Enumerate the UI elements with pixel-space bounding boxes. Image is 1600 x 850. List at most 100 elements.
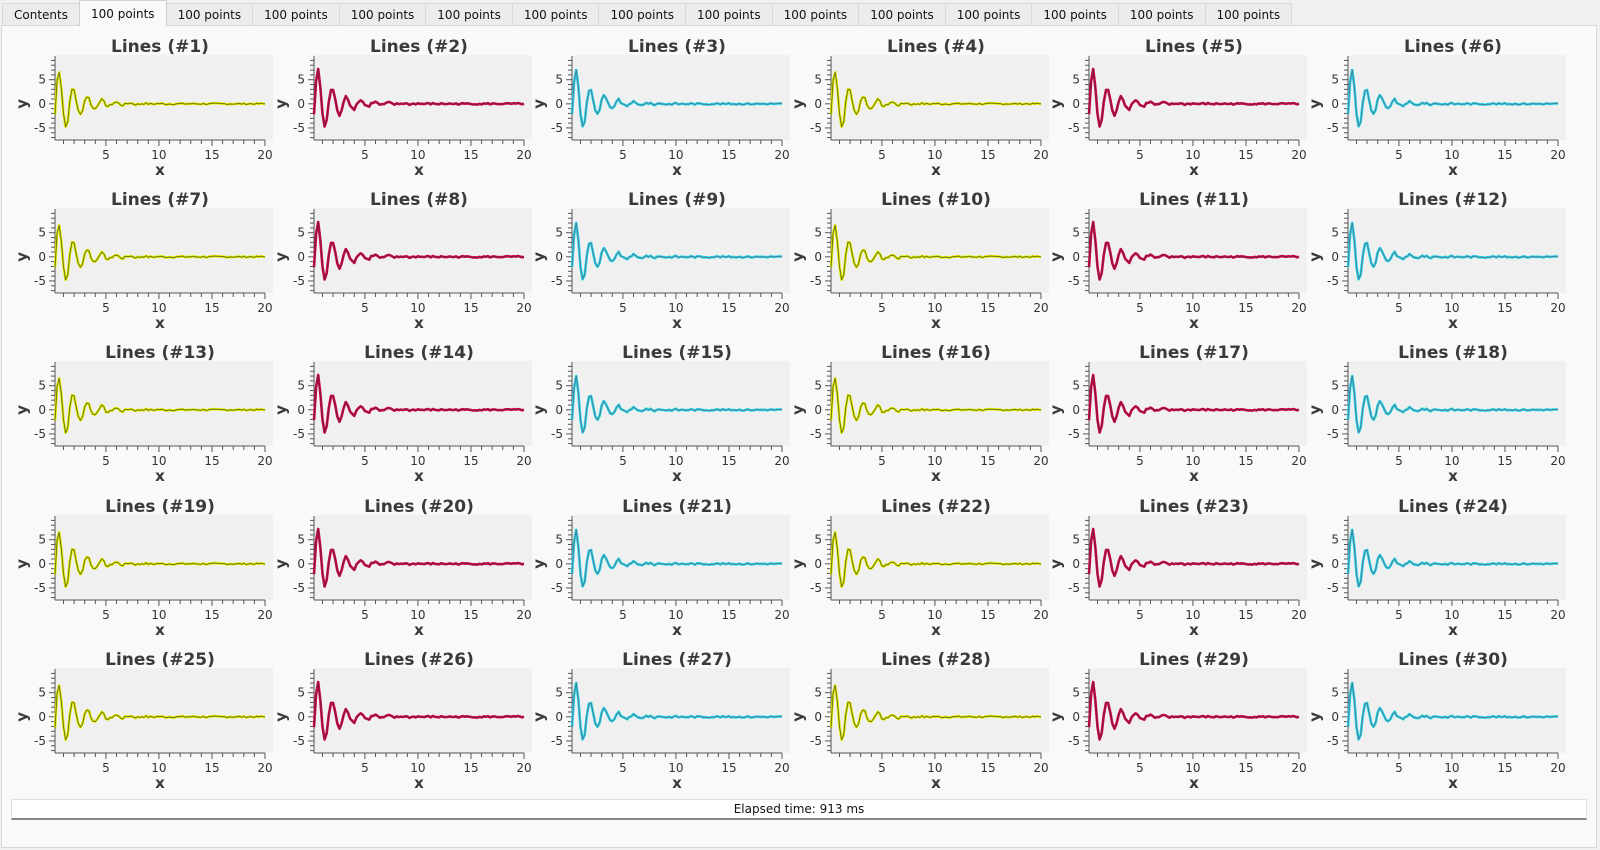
x-tick-label: 10 [410, 608, 425, 622]
chart-svg: Lines (#17) 5 0 -5 5 10 15 20 x y [1047, 343, 1307, 485]
y-axis-label: y [13, 405, 31, 415]
tab-100-points-11[interactable]: 100 points [944, 3, 1033, 26]
y-tick-label: 5 [297, 379, 305, 393]
x-axis-label: x [672, 621, 682, 639]
x-tick-label: 5 [878, 761, 886, 775]
tab-100-points-6[interactable]: 100 points [511, 3, 600, 26]
y-tick-label: 0 [555, 97, 563, 111]
y-tick-label: 0 [555, 556, 563, 570]
x-tick-label: 15 [980, 608, 995, 622]
x-axis-label: x [1448, 314, 1458, 332]
y-tick-label: 5 [38, 379, 46, 393]
x-tick-label: 10 [1444, 608, 1459, 622]
tab-100-points-14[interactable]: 100 points [1204, 3, 1293, 26]
x-tick-label: 10 [927, 761, 942, 775]
series-line-core [313, 528, 524, 587]
chart-svg: Lines (#12) 5 0 -5 5 10 15 20 x y [1306, 190, 1566, 332]
tab-100-points-4[interactable]: 100 points [338, 3, 427, 26]
chart-panel: Lines (#12) 5 0 -5 5 10 15 20 x y [1306, 187, 1566, 340]
y-tick-label: 0 [555, 710, 563, 724]
y-tick-label: 5 [555, 226, 563, 240]
y-axis-label: y [530, 712, 548, 722]
chart-panel: Lines (#6) 5 0 -5 5 10 15 20 x y [1306, 34, 1566, 187]
y-tick-label: 0 [1072, 710, 1080, 724]
x-tick-label: 15 [463, 454, 478, 468]
tab-100-points-13[interactable]: 100 points [1117, 3, 1206, 26]
chart-svg: Lines (#18) 5 0 -5 5 10 15 20 x y [1306, 343, 1566, 485]
tab-contents[interactable]: Contents [2, 3, 80, 26]
plot-area [830, 55, 1049, 140]
y-axis-label: y [1306, 252, 1324, 262]
plot-area [1347, 55, 1566, 140]
tab-100-points-1[interactable]: 100 points [78, 0, 167, 26]
x-tick-label: 5 [1395, 301, 1403, 315]
tab-bar: Contents 100 points 100 points 100 points 10… [0, 0, 1600, 26]
y-axis-label: y [530, 405, 548, 415]
y-tick-label: -5 [34, 427, 46, 441]
y-tick-label: -5 [551, 274, 563, 288]
y-tick-label: 0 [38, 403, 46, 417]
plot-area [1347, 361, 1566, 447]
chart-panel: Lines (#11) 5 0 -5 5 10 15 20 x y [1047, 187, 1307, 340]
y-tick-label: 0 [1072, 556, 1080, 570]
y-tick-label: 5 [814, 686, 822, 700]
chart-panel: Lines (#15) 5 0 -5 5 10 15 20 x y [530, 340, 790, 493]
y-tick-label: -5 [293, 734, 305, 748]
x-tick-label: 15 [721, 148, 736, 162]
chart-title: Lines (#30) [1398, 650, 1508, 670]
tab-100-points-5[interactable]: 100 points [425, 3, 513, 26]
y-axis-label: y [1047, 558, 1065, 568]
x-tick-label: 15 [204, 761, 219, 775]
x-tick-label: 20 [516, 761, 531, 775]
x-tick-label: 20 [1291, 148, 1306, 162]
y-tick-label: 5 [1072, 379, 1080, 393]
y-tick-label: 0 [297, 710, 305, 724]
chart-title: Lines (#6) [1404, 37, 1502, 57]
x-tick-label: 10 [1444, 454, 1459, 468]
y-tick-label: 0 [297, 97, 305, 111]
x-axis-label: x [931, 467, 941, 485]
y-tick-label: 5 [1331, 379, 1339, 393]
y-tick-label: 0 [38, 556, 46, 570]
x-tick-label: 15 [980, 301, 995, 315]
chart-svg: Lines (#7) 5 0 -5 5 10 15 20 x y [13, 190, 273, 332]
x-tick-label: 10 [927, 608, 942, 622]
tab-100-points-3[interactable]: 100 points [252, 3, 340, 26]
series-line-core [1347, 222, 1558, 280]
chart-svg: Lines (#25) 5 0 -5 5 10 15 20 x y [13, 650, 273, 792]
y-axis-label: y [789, 405, 807, 415]
y-tick-label: -5 [34, 274, 46, 288]
tab-100-points-7[interactable]: 100 points [598, 3, 687, 26]
series-line-core [313, 68, 524, 127]
x-tick-label: 5 [361, 608, 369, 622]
tab-100-points-2[interactable]: 100 points [165, 3, 254, 26]
series-line-core [571, 529, 783, 587]
x-tick-label: 20 [257, 761, 272, 775]
chart-title: Lines (#7) [111, 190, 209, 210]
series-line-core [54, 684, 266, 740]
x-tick-label: 15 [1238, 608, 1253, 622]
x-tick-label: 20 [516, 148, 531, 162]
x-tick-label: 10 [1444, 301, 1459, 315]
y-tick-label: -5 [551, 581, 563, 595]
chart-title: Lines (#27) [622, 650, 732, 670]
tab-100-points-10[interactable]: 100 points [858, 3, 946, 26]
chart-svg: Lines (#11) 5 0 -5 5 10 15 20 x y [1047, 190, 1307, 332]
chart-title: Lines (#17) [1139, 343, 1249, 363]
chart-title: Lines (#8) [370, 190, 468, 210]
x-tick-label: 20 [257, 301, 272, 315]
tab-100-points-12[interactable]: 100 points [1031, 3, 1119, 26]
x-tick-label: 20 [1291, 608, 1306, 622]
chart-svg: Lines (#6) 5 0 -5 5 10 15 20 x y [1306, 37, 1566, 179]
x-tick-label: 20 [774, 148, 789, 162]
chart-panel: Lines (#26) 5 0 -5 5 10 15 20 x y [272, 647, 532, 800]
x-tick-label: 5 [878, 301, 886, 315]
chart-title: Lines (#22) [881, 497, 991, 517]
x-tick-label: 20 [1033, 454, 1048, 468]
y-tick-label: -5 [810, 427, 822, 441]
tab-100-points-8[interactable]: 100 points [685, 3, 773, 26]
series-line-core [830, 225, 1041, 281]
tab-100-points-9[interactable]: 100 points [771, 3, 860, 26]
x-tick-label: 15 [463, 608, 478, 622]
x-tick-label: 5 [1395, 454, 1403, 468]
